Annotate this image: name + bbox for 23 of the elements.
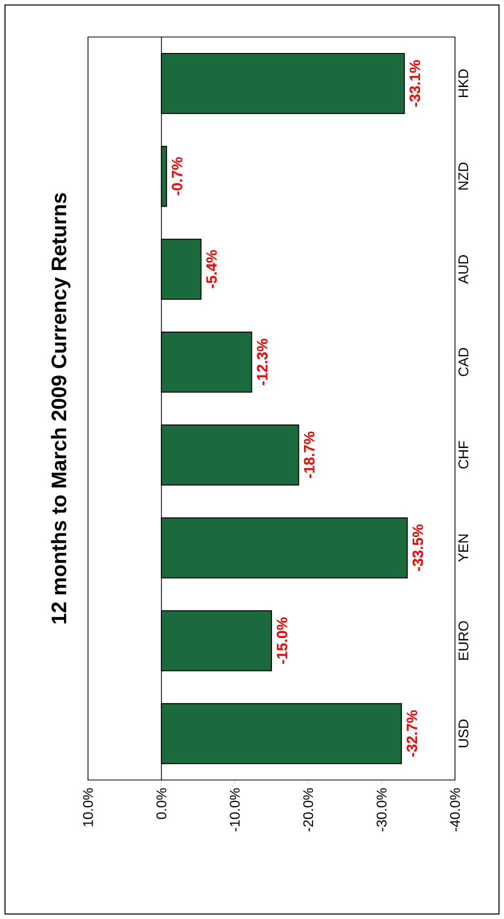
y-tick-label: CHF [458, 441, 468, 469]
data-label: -33.5% [412, 524, 424, 571]
data-label: -18.7% [304, 432, 314, 478]
x-tick-label: -40.0% [450, 788, 460, 832]
y-tick-label: USD [458, 720, 468, 748]
x-tick-label: 0.0% [156, 788, 166, 820]
data-label: -0.7% [172, 157, 182, 196]
x-tick-label: 10.0% [83, 788, 93, 826]
y-tick-label: AUD [458, 255, 468, 284]
y-tick-label: YEN [458, 534, 468, 562]
x-tick-label: -30.0% [376, 788, 387, 832]
data-label: -15.0% [276, 617, 288, 664]
data-label: -33.1% [410, 60, 420, 107]
text: 12 months to March 2009 Currency Returns [50, 193, 70, 624]
x-tick-label: -20.0% [303, 788, 314, 832]
y-tick-label: HKD [458, 69, 468, 98]
y-tick-label: CAD [458, 348, 468, 376]
y-tick-label: NZD [458, 162, 468, 190]
data-label: -32.7% [406, 710, 418, 757]
y-tick-label: EURO [458, 621, 468, 660]
x-tick-label: -10.0% [230, 788, 240, 832]
data-label: -5.4% [206, 250, 217, 288]
data-label: -12.3% [256, 338, 268, 386]
